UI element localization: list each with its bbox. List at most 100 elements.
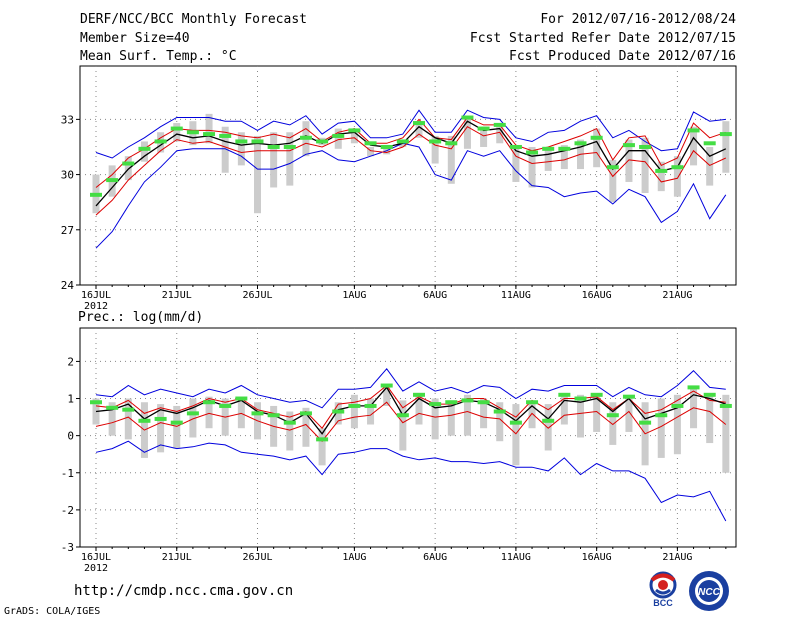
prec-x-tick-label: 11AUG bbox=[501, 552, 531, 563]
temp-spread-box bbox=[237, 132, 245, 166]
temp-spread-box bbox=[706, 146, 714, 186]
prec-observed-marker bbox=[429, 402, 442, 407]
temp-spread-box bbox=[528, 146, 536, 188]
prec-spread-box bbox=[625, 396, 633, 432]
temp-observed-marker bbox=[267, 144, 280, 149]
temp-observed-marker bbox=[348, 128, 361, 133]
temp-y-tick-label: 24 bbox=[61, 279, 75, 292]
prec-x-tick-label: 6AUG bbox=[423, 552, 447, 563]
prec-observed-marker bbox=[235, 396, 248, 401]
prec-series-lower-line bbox=[95, 401, 727, 442]
prec-series-mean-line bbox=[95, 386, 727, 435]
prec-spread-box bbox=[399, 400, 407, 451]
prec-observed-marker bbox=[348, 403, 361, 408]
prec-spread-box bbox=[157, 404, 165, 453]
prec-spread-box bbox=[286, 411, 294, 451]
prec-observed-marker bbox=[687, 385, 700, 390]
prec-y-tick-label: 2 bbox=[67, 355, 74, 368]
temp-observed-marker bbox=[138, 146, 151, 151]
prec-spread-box bbox=[205, 396, 213, 429]
member-size-label: Member Size=40 bbox=[80, 31, 190, 46]
prec-spread-box bbox=[92, 398, 100, 425]
prec-observed-marker bbox=[703, 392, 716, 397]
prec-spread-box bbox=[577, 394, 584, 438]
prec-observed-marker bbox=[203, 400, 216, 405]
prec-observed-marker bbox=[639, 420, 652, 425]
temp-x-tick-label: 1AUG bbox=[342, 290, 366, 301]
temp-observed-marker bbox=[299, 135, 312, 140]
temp-x-year-label: 2012 bbox=[84, 301, 108, 312]
source-url[interactable]: http://cmdp.ncc.cma.gov.cn bbox=[74, 583, 294, 599]
prec-spread-box bbox=[609, 402, 617, 445]
temp-observed-marker bbox=[235, 139, 248, 144]
temp-spread-box bbox=[496, 126, 504, 144]
temp-spread-box bbox=[463, 119, 471, 149]
bcc-logo-text: BCC bbox=[653, 598, 673, 608]
temp-observed-marker bbox=[558, 146, 571, 151]
prec-x-tick-label: 21AUG bbox=[662, 552, 692, 563]
temp-spread-box bbox=[447, 135, 455, 184]
temp-observed-marker bbox=[703, 141, 716, 146]
temp-x-tick-label: 6AUG bbox=[423, 290, 447, 301]
prec-x-tick-label: 21JUL bbox=[162, 552, 192, 563]
temp-observed-marker bbox=[396, 139, 409, 144]
temp-spread-box bbox=[286, 132, 294, 186]
temp-spread-box bbox=[690, 126, 698, 166]
temp-observed-marker bbox=[655, 168, 668, 173]
prec-observed-marker bbox=[445, 400, 458, 405]
prec-observed-marker bbox=[251, 411, 264, 416]
prec-spread-box bbox=[415, 392, 423, 425]
prec-x-tick-label: 1AUG bbox=[342, 552, 366, 563]
prec-observed-marker bbox=[719, 403, 732, 408]
temp-observed-marker bbox=[186, 130, 199, 135]
temp-observed-marker bbox=[574, 141, 587, 146]
prec-observed-marker bbox=[396, 413, 409, 418]
prec-spread-box bbox=[173, 405, 181, 449]
prec-spread-box bbox=[560, 392, 568, 425]
prec-spread-box bbox=[318, 428, 326, 466]
prec-y-tick-label: -1 bbox=[61, 467, 74, 480]
temp-observed-marker bbox=[316, 139, 329, 144]
temp-spread-box bbox=[657, 161, 665, 192]
temp-spread-box bbox=[254, 135, 261, 214]
temp-x-tick-label: 26JUL bbox=[242, 290, 272, 301]
temp-series-max-line bbox=[95, 109, 726, 159]
prec-observed-marker bbox=[364, 403, 377, 408]
temp-spread-box bbox=[722, 121, 730, 173]
temp-spread-box bbox=[270, 132, 278, 188]
temp-spread-box bbox=[221, 126, 229, 173]
prec-observed-marker bbox=[332, 409, 345, 414]
temp-y-tick-label: 30 bbox=[61, 169, 74, 182]
prec-panel-frame bbox=[79, 327, 737, 548]
temp-panel-frame bbox=[79, 65, 737, 286]
temp-observed-marker bbox=[542, 146, 555, 151]
temp-observed-marker bbox=[332, 133, 345, 138]
temp-spread-box bbox=[512, 145, 520, 182]
prec-observed-marker bbox=[493, 409, 506, 414]
chart-title: DERF/NCC/BCC Monthly Forecast bbox=[80, 12, 307, 27]
prec-spread-box bbox=[431, 398, 439, 440]
temp-observed-marker bbox=[461, 115, 474, 120]
temp-observed-marker bbox=[719, 132, 732, 137]
temp-spread-box bbox=[673, 156, 681, 197]
temp-series-min-line bbox=[95, 142, 727, 249]
prec-spread-box bbox=[528, 400, 536, 429]
prec-observed-marker bbox=[655, 413, 668, 418]
temp-observed-marker bbox=[671, 165, 684, 170]
prec-spread-box bbox=[512, 404, 520, 466]
temp-x-tick-label: 16JUL bbox=[81, 290, 111, 301]
prec-observed-marker bbox=[316, 437, 329, 442]
temp-observed-marker bbox=[445, 141, 458, 146]
prec-series-min-line bbox=[95, 440, 727, 522]
prec-observed-marker bbox=[122, 407, 135, 412]
temp-spread-box bbox=[173, 123, 181, 142]
prec-y-tick-label: 0 bbox=[67, 430, 74, 443]
temp-observed-marker bbox=[364, 141, 377, 146]
prec-spread-box bbox=[657, 398, 665, 458]
prec-spread-box bbox=[124, 398, 132, 440]
temp-spread-box bbox=[124, 156, 132, 181]
temp-observed-marker bbox=[429, 139, 442, 144]
temp-x-tick-label: 11AUG bbox=[501, 290, 531, 301]
prec-observed-marker bbox=[461, 398, 474, 403]
prec-observed-marker bbox=[90, 400, 102, 405]
